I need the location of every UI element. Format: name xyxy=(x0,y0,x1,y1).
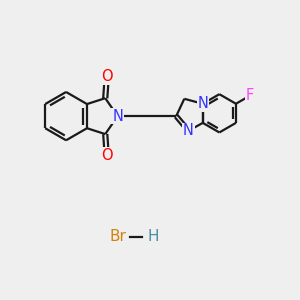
Text: F: F xyxy=(246,88,254,103)
Text: N: N xyxy=(197,96,208,111)
Text: O: O xyxy=(101,148,112,163)
Text: Br: Br xyxy=(109,230,126,244)
Text: O: O xyxy=(101,70,112,85)
Text: N: N xyxy=(112,109,123,124)
Text: N: N xyxy=(183,123,194,138)
Text: H: H xyxy=(147,230,159,244)
